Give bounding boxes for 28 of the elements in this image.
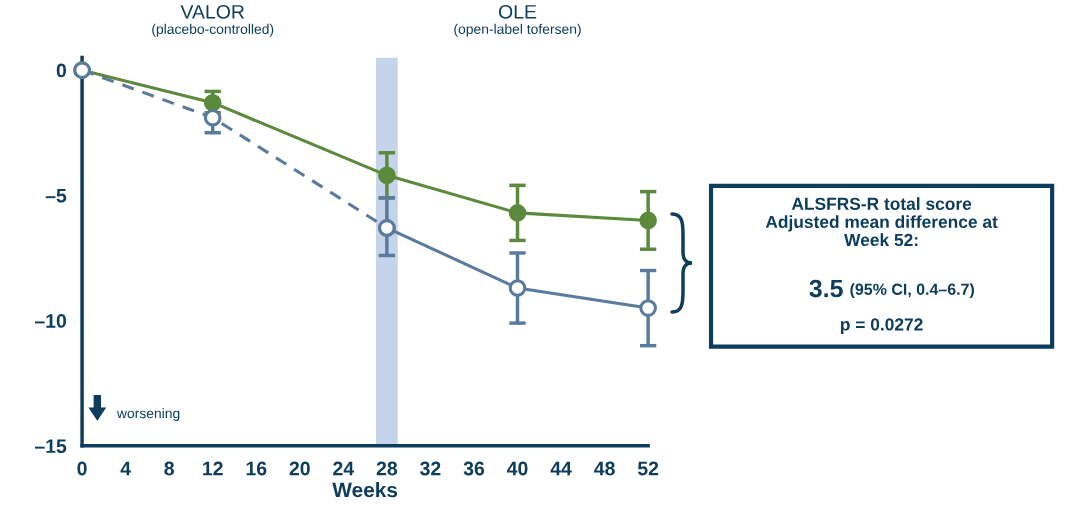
text: (open-label tofersen): [454, 23, 581, 37]
x-tick-label: 12: [203, 461, 223, 476]
x-tick-label: 8: [164, 461, 174, 476]
x-tick-label: 52: [637, 461, 659, 476]
x-tick-label: 48: [594, 461, 615, 476]
text: (95% CI, 0.4–6.7): [850, 283, 974, 299]
y-tick-label: –5: [45, 189, 67, 203]
text: OLE: [498, 4, 537, 19]
text: (placebo-controlled): [152, 23, 274, 37]
x-tick-label: 20: [289, 461, 310, 476]
x-axis-title: Weeks: [332, 482, 398, 498]
text: ALSFRS-R total score Adjusted mean difference at Week 52:: [765, 197, 998, 247]
x-tick-label: 0: [77, 461, 87, 476]
x-tick-label: 36: [463, 461, 485, 476]
x-tick-label: 16: [246, 461, 267, 476]
x-tick-label: 28: [376, 461, 398, 476]
text: VALOR: [180, 4, 245, 19]
x-tick-label: 32: [420, 461, 441, 476]
text: 3.5: [809, 279, 843, 298]
x-tick-label: 24: [333, 461, 355, 476]
x-tick-label: 44: [550, 461, 572, 476]
y-tick-label: 0: [56, 63, 67, 78]
y-tick-label: –15: [34, 439, 67, 454]
text: p = 0.0272: [840, 318, 923, 335]
y-tick-label: –10: [34, 314, 67, 328]
x-tick-label: 40: [506, 461, 528, 476]
x-tick-label: 4: [120, 461, 131, 476]
annotation: worsening: [116, 408, 180, 421]
